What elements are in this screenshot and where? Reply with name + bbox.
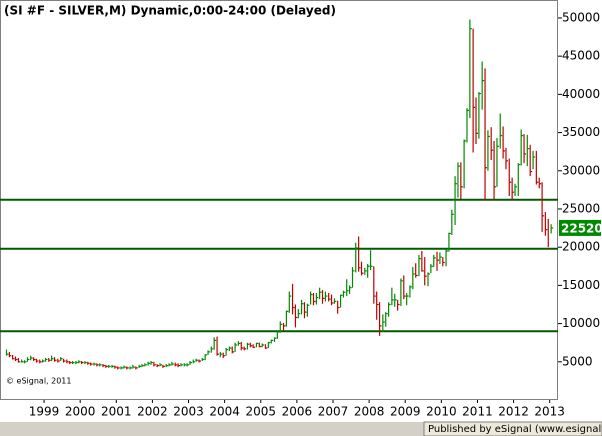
x-tick-label: 2011 — [462, 405, 493, 419]
x-tick-label: 2002 — [137, 405, 168, 419]
y-tick-label: 50000 — [562, 10, 600, 24]
x-tick-label: 2009 — [390, 405, 421, 419]
x-tick-label: 2000 — [65, 405, 96, 419]
y-tick-label: 35000 — [562, 125, 600, 139]
chart-title: (SI #F - SILVER,M) Dynamic,0:00-24:00 (D… — [4, 4, 336, 18]
x-tick-label: 2008 — [354, 405, 385, 419]
y-tick-label: 20000 — [562, 240, 600, 254]
x-tick-label: 2012 — [498, 405, 529, 419]
y-tick-label: 10000 — [562, 316, 600, 330]
y-tick-label: 5000 — [562, 354, 593, 368]
y-tick-label: 30000 — [562, 163, 600, 177]
copyright: © eSignal, 2011 — [6, 377, 71, 386]
y-tick-label: 15000 — [562, 278, 600, 292]
publisher-box — [423, 421, 602, 436]
x-tick-label: 2003 — [173, 405, 204, 419]
x-tick-label: 2005 — [245, 405, 276, 419]
x-tick-label: 2004 — [209, 405, 240, 419]
x-tick-label: 2010 — [426, 405, 457, 419]
x-tick-label: 2007 — [318, 405, 349, 419]
last-price-label: 22520 — [561, 221, 602, 235]
x-tick-label: 2006 — [282, 405, 313, 419]
x-tick-label: 2013 — [534, 405, 565, 419]
last-price-box — [559, 219, 601, 236]
publisher: Published by eSignal (www.esignal.com) — [428, 424, 602, 435]
x-tick-label: 1999 — [29, 405, 60, 419]
y-tick-label: 40000 — [562, 87, 600, 101]
y-tick-label: 25000 — [562, 201, 600, 215]
x-tick-label: 2001 — [101, 405, 132, 419]
y-tick-label: 45000 — [562, 49, 600, 63]
